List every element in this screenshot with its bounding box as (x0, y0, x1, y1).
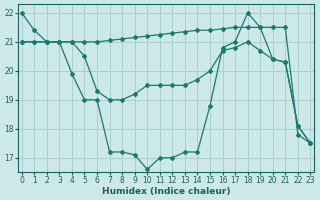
X-axis label: Humidex (Indice chaleur): Humidex (Indice chaleur) (102, 187, 230, 196)
